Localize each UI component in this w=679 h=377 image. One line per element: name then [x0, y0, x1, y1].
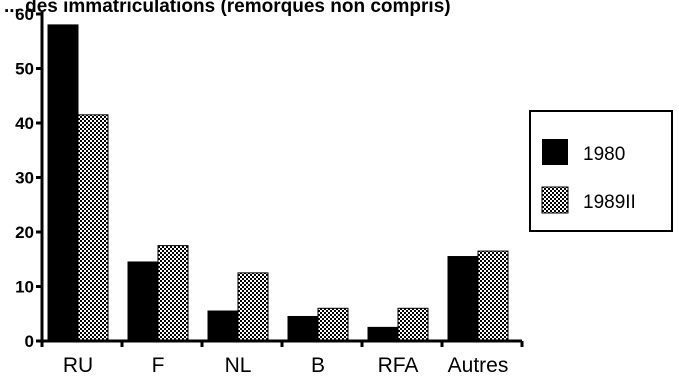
x-tick-label-autres: Autres: [448, 354, 509, 377]
bar-f-1989II: [157, 245, 189, 342]
bar-autres-1989II: [477, 250, 509, 342]
x-tick-label-b: B: [311, 354, 325, 377]
x-tick-label-f: F: [152, 354, 165, 377]
bar-ru-1980: [47, 24, 79, 342]
legend-label-1989II: 1989II: [583, 192, 636, 213]
bar-nl-1980: [207, 310, 239, 342]
bar-rfa-1989II: [397, 307, 429, 342]
bar-f-1980: [127, 261, 159, 342]
bar-ru-1989II: [77, 114, 109, 342]
bars-group: [47, 24, 509, 342]
legend-label-1980: 1980: [583, 144, 625, 165]
x-tick-label-rfa: RFA: [378, 354, 419, 377]
y-tick-label: 0: [25, 332, 34, 351]
bar-b-1989II: [317, 307, 349, 342]
bar-rfa-1980: [367, 326, 399, 342]
y-tick-label: 40: [15, 114, 34, 133]
chart-title: ... des immatriculations (remorques non …: [4, 0, 451, 17]
legend: 1980 1989II: [529, 110, 673, 232]
y-axis: 0 10 20 30 40 50 60: [15, 5, 44, 351]
x-tick-label-ru: RU: [63, 354, 93, 377]
legend-swatch-1980: [542, 139, 568, 165]
bar-autres-1980: [447, 256, 479, 342]
y-tick-label: 60: [15, 5, 34, 24]
y-tick-label: 50: [15, 60, 34, 79]
y-tick-label: 10: [15, 278, 34, 297]
y-tick-label: 20: [15, 223, 34, 242]
y-tick-label: 30: [15, 169, 34, 188]
x-axis: RU F NL B RFA Autres: [40, 339, 524, 377]
legend-swatch-1989II: [541, 186, 569, 214]
bar-nl-1989II: [237, 272, 269, 342]
bar-b-1980: [287, 315, 319, 342]
x-tick-label-nl: NL: [225, 354, 252, 377]
